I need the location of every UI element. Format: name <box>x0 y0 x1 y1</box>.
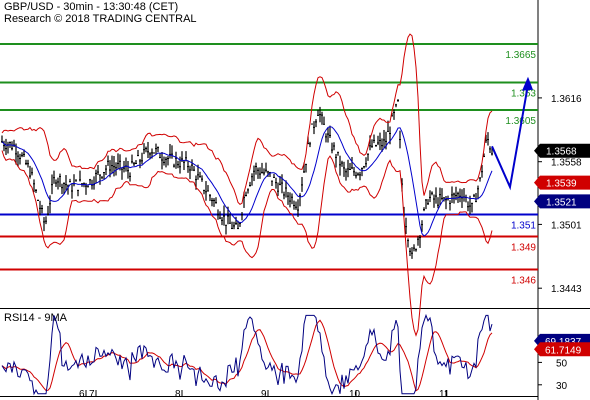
x-tick-label-5: 11 <box>439 389 450 400</box>
rsi-badge-label-1: 61.7149 <box>545 345 582 356</box>
x-tick-label-2: 8 <box>175 389 181 400</box>
moving-average <box>1 126 493 237</box>
projection-arrowhead <box>522 76 533 91</box>
x-tick-label-4: 10 <box>349 389 361 400</box>
level-label-4: 1.349 <box>511 243 536 254</box>
x-tick-label-0: 6 <box>79 389 85 400</box>
price-badge-label-1: 1.3539 <box>546 179 577 190</box>
chart-title: GBP/USD - 30min - 13:30:48 (CET) <box>4 1 179 13</box>
bollinger-upper <box>1 33 493 206</box>
rsi-badge-1 <box>534 342 590 357</box>
level-label-3: 1.351 <box>511 221 536 232</box>
rsi-line <box>1 313 493 396</box>
level-label-5: 1.346 <box>511 276 536 287</box>
rsi-tick-label-1: 50 <box>556 358 568 369</box>
price-tick-label-3: 1.3443 <box>551 284 582 295</box>
price-badge-label-2: 1.3521 <box>546 197 577 208</box>
x-tick-label-1: 7 <box>89 389 95 400</box>
price-badge-2 <box>534 194 590 209</box>
bollinger-lower <box>1 150 493 337</box>
price-badge-1 <box>534 175 590 190</box>
level-label-0: 1.3665 <box>505 50 536 61</box>
price-tick-label-2: 1.3501 <box>551 220 582 231</box>
level-label-1: 1.363 <box>511 89 536 100</box>
projection-path <box>491 84 529 191</box>
rsi-title: RSI14 - 9MA <box>4 312 68 324</box>
price-tick-label-0: 1.3616 <box>551 94 582 105</box>
price-badge-0 <box>534 143 590 158</box>
chart-copyright: Research © 2018 TRADING CENTRAL <box>4 13 197 25</box>
price-tick-label-1: 1.3558 <box>551 158 582 169</box>
price-badge-label-0: 1.3568 <box>546 147 577 158</box>
x-tick-label-3: 9 <box>261 389 267 400</box>
rsi-tick-label-2: 30 <box>556 381 568 392</box>
